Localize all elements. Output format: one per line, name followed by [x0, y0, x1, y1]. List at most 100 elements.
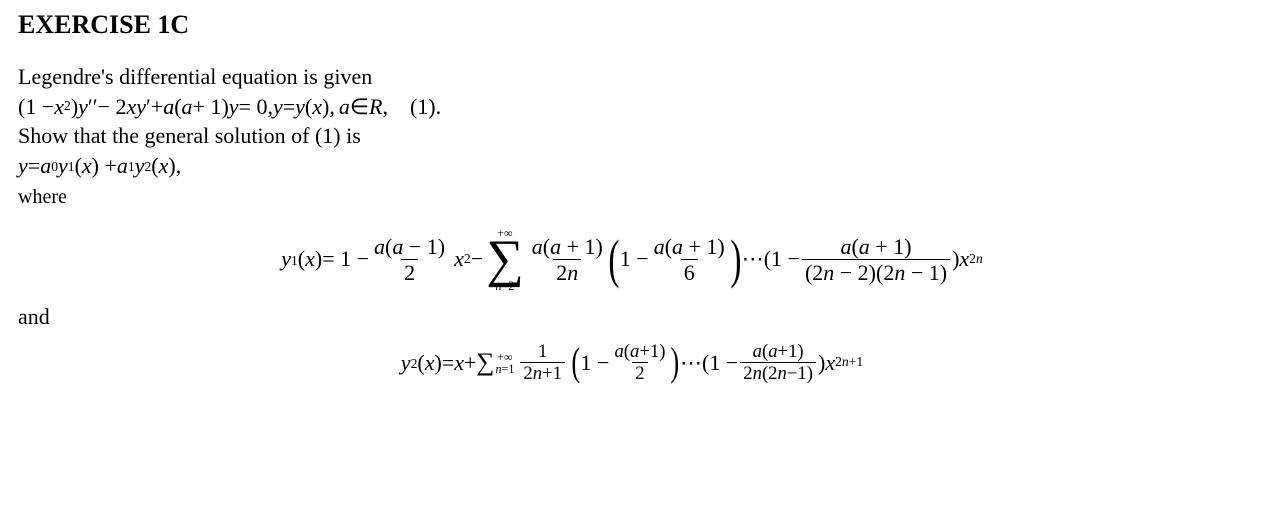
t: 2 — [523, 363, 532, 384]
t: 2 — [969, 251, 976, 266]
fraction: a(a − 1) 2 — [371, 235, 448, 284]
var-a: a — [392, 234, 403, 259]
t: ( — [151, 151, 158, 181]
t: (2 — [805, 260, 823, 285]
y1-equation: y 1 ( x ) = 1 − a(a − 1) 2 x 2 − +∞ ∑ n=… — [18, 227, 1246, 292]
t: 1 − — [620, 246, 649, 272]
t: − 2 — [98, 92, 127, 122]
den: 2 — [401, 259, 418, 284]
sub-1b: 1 — [128, 158, 135, 176]
t: 2 — [743, 363, 752, 384]
t: 2 — [835, 354, 842, 369]
dots: ⋯ — [742, 246, 764, 272]
intro-line: Legendre's differential equation is give… — [18, 64, 372, 89]
fn-y1: y — [281, 246, 291, 272]
var-a: a — [374, 234, 385, 259]
fraction: 1 2n+1 — [520, 342, 565, 384]
t: (1 − — [702, 350, 738, 376]
var-n: n — [495, 279, 501, 293]
var-x: x — [126, 92, 136, 122]
var-x: x — [312, 92, 322, 122]
var-y: y — [295, 92, 305, 122]
body-text: Legendre's differential equation is give… — [18, 62, 1246, 211]
sigma-icon: ∑ — [476, 350, 494, 375]
sub-1: 1 — [291, 253, 298, 269]
rparen-icon: ) — [671, 346, 680, 379]
t: +1) — [778, 341, 804, 362]
sigma-sum-inline: ∑ +∞ n=1 — [476, 350, 514, 375]
fraction: a(a + 1) 2n — [529, 235, 606, 284]
exp-2n1: 2n+1 — [835, 354, 863, 370]
t: +1) — [639, 341, 665, 362]
var-x: x — [959, 246, 969, 272]
var-y: y — [273, 92, 283, 122]
var-x: x — [454, 246, 464, 272]
var-y: y — [78, 92, 88, 122]
sigma-icon: ∑ — [486, 237, 524, 282]
dots: ⋯ — [680, 350, 702, 376]
var-a: a — [753, 341, 762, 362]
fraction: a(a + 1) (2n − 2)(2n − 1) — [802, 235, 950, 284]
var-a: a — [672, 234, 683, 259]
var-n: n — [753, 363, 762, 384]
and-label: and — [18, 302, 1246, 332]
t: + 1) — [683, 234, 725, 259]
t: (1 − — [764, 246, 800, 272]
t: +1 — [849, 354, 864, 369]
set-R: R — [369, 92, 382, 122]
var-a: a — [163, 92, 174, 122]
var-x: x — [159, 151, 169, 181]
ode-equation: (1 − x 2 ) y ′′ − 2 x y ′ + a ( a + 1) y… — [18, 92, 441, 122]
coef-a0: a — [40, 151, 51, 181]
var-a: a — [859, 234, 870, 259]
dprime: ′′ — [88, 92, 98, 122]
var-x: x — [54, 92, 64, 122]
t: + 1) — [870, 234, 912, 259]
var-x: x — [454, 350, 464, 376]
t: ) — [434, 350, 441, 376]
t: (1 − — [18, 92, 54, 122]
var-n: n — [567, 260, 578, 285]
t: ( — [543, 234, 550, 259]
t: ) + — [92, 151, 117, 181]
t: + 1) — [561, 234, 603, 259]
sub-1: 1 — [68, 158, 75, 176]
den: 2 — [632, 362, 647, 384]
rparen-icon: ) — [730, 238, 741, 281]
var-n: n — [894, 260, 905, 285]
t: −1) — [787, 363, 813, 384]
t: (2 — [762, 363, 778, 384]
sum-lower: n=2 — [495, 280, 514, 292]
t: = — [442, 350, 454, 376]
t: − 1) — [905, 260, 947, 285]
show-line: Show that the general solution of (1) is — [18, 123, 361, 148]
coef-a1: a — [117, 151, 128, 181]
var-a: a — [768, 341, 777, 362]
num: 1 — [535, 342, 550, 363]
fraction: a(a + 1) 6 — [651, 235, 728, 284]
sub-2: 2 — [411, 356, 418, 372]
var-n: n — [976, 251, 983, 266]
t: ( — [174, 92, 181, 122]
var-a: a — [614, 341, 623, 362]
var-a: a — [182, 92, 193, 122]
t: + 1) — [193, 92, 229, 122]
sigma-sum: +∞ ∑ n=2 — [486, 227, 524, 292]
fn-y1: y — [58, 151, 68, 181]
sup-2: 2 — [464, 251, 471, 267]
var-n: n — [495, 362, 501, 376]
lparen-icon: ( — [571, 346, 580, 379]
exp-2n: 2n — [969, 251, 983, 267]
var-x: x — [425, 350, 435, 376]
var-a: a — [840, 234, 851, 259]
t: − 1) — [403, 234, 445, 259]
sup-2: 2 — [64, 97, 71, 115]
var-a: a — [630, 341, 639, 362]
var-a: a — [532, 234, 543, 259]
t: 2 — [556, 260, 567, 285]
t: + — [464, 350, 476, 376]
t: − — [471, 246, 483, 272]
fraction: a(a+1) 2 — [611, 342, 668, 384]
sum-lower: n=1 — [495, 363, 514, 375]
var-a: a — [550, 234, 561, 259]
